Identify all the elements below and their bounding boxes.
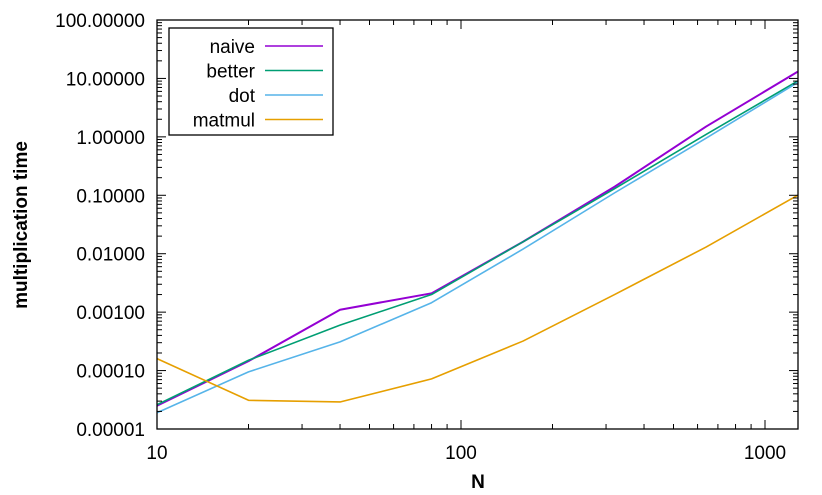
y-tick-label: 0.00001 [76, 420, 145, 441]
y-tick-label: 0.00010 [76, 362, 145, 383]
series-line-better [156, 80, 798, 406]
x-axis-title: N [471, 472, 485, 493]
x-tick-label: 10 [146, 443, 167, 464]
y-tick-label: 100.00000 [55, 11, 145, 32]
y-tick-label: 0.00100 [76, 303, 145, 324]
y-tick-label: 1.00000 [76, 128, 145, 149]
x-tick-label: 100 [445, 443, 477, 464]
legend-label-dot: dot [229, 86, 256, 107]
y-tick-label: 0.01000 [76, 245, 145, 266]
legend-label-naive: naive [210, 37, 255, 58]
legend-label-matmul: matmul [193, 111, 255, 132]
series-layer [156, 70, 799, 414]
legend-label-better: better [206, 62, 255, 83]
y-axis-title: multiplication time [11, 141, 32, 309]
axes-layer: 10 100 1000 0.00001 0.00010 0.00100 0.01000 0.1… [55, 11, 799, 464]
y-tick-label: 10.00000 [66, 69, 145, 90]
plot-frame [156, 19, 799, 430]
series-line-matmul [156, 194, 798, 403]
x-tick-label: 1000 [744, 443, 786, 464]
series-line-dot [156, 81, 799, 414]
legend: naive better dot matmul [168, 27, 334, 136]
y-tick-label: 0.10000 [76, 186, 145, 207]
